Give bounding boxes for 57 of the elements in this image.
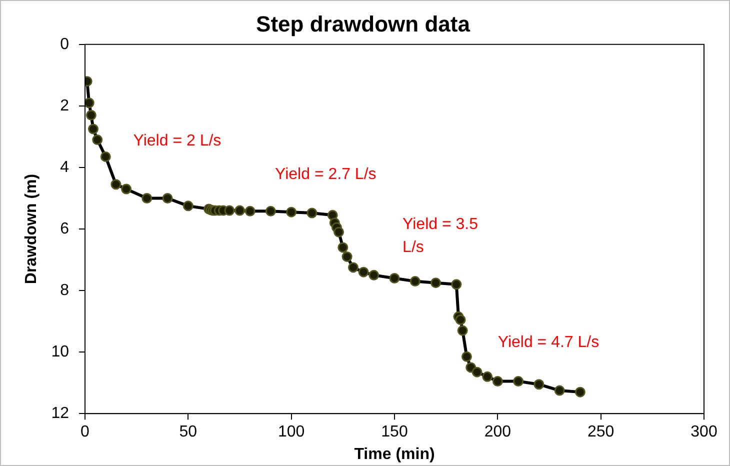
x-tick-label: 150 (381, 424, 408, 441)
point (430, 278, 442, 288)
annotation: Yield = 2 L/s (133, 132, 222, 150)
y-tick-label: 4 (60, 158, 70, 176)
point (265, 206, 276, 216)
x-tick-label: 200 (484, 424, 512, 441)
point (472, 366, 482, 378)
point (574, 386, 586, 398)
point (142, 192, 152, 204)
point (334, 226, 344, 238)
point (86, 110, 96, 120)
point (224, 205, 235, 216)
point (492, 376, 503, 387)
point (455, 314, 466, 326)
x-tick-label: 50 (179, 424, 198, 441)
y-tick-label: 8 (60, 282, 70, 299)
point (461, 351, 472, 362)
point (100, 151, 111, 162)
chart-title: Step drawdown data (256, 11, 471, 36)
y-tick-label: 12 (51, 405, 70, 422)
point (554, 385, 565, 396)
x-tick-label: 250 (587, 424, 614, 441)
point (534, 379, 544, 390)
point (121, 184, 132, 194)
x-tick-label: 300 (690, 424, 718, 441)
point (92, 134, 103, 146)
point (342, 251, 352, 262)
point (482, 371, 493, 382)
point (84, 98, 94, 108)
y-tick-label: 0 (60, 36, 70, 53)
y-tick-label: 6 (60, 220, 70, 238)
point (88, 124, 98, 134)
point (410, 276, 420, 287)
point (110, 179, 122, 190)
point (513, 376, 524, 387)
x-axis-title: Time (min) (354, 446, 435, 463)
point (162, 192, 173, 204)
point (389, 272, 400, 284)
x-tick-label: 100 (278, 424, 305, 441)
point (306, 208, 318, 218)
point (234, 205, 245, 216)
annotation: Yield = 3.5 L/s (402, 216, 478, 256)
point (348, 262, 358, 273)
x-tick-label: 0 (80, 424, 90, 441)
point (182, 200, 194, 212)
annotation: Yield = 4.7 L/s (498, 334, 600, 351)
y-tick-label: 2 (60, 97, 70, 114)
point (338, 242, 348, 253)
annotation: Yield = 2.7 L/s (275, 166, 376, 184)
point (286, 206, 297, 218)
y-tick-label: 10 (51, 343, 70, 360)
point (358, 266, 369, 278)
point (451, 279, 462, 290)
point (368, 270, 380, 280)
y-axis-title: Drawdown (m) (23, 174, 40, 284)
point (244, 206, 256, 216)
point (457, 325, 468, 336)
